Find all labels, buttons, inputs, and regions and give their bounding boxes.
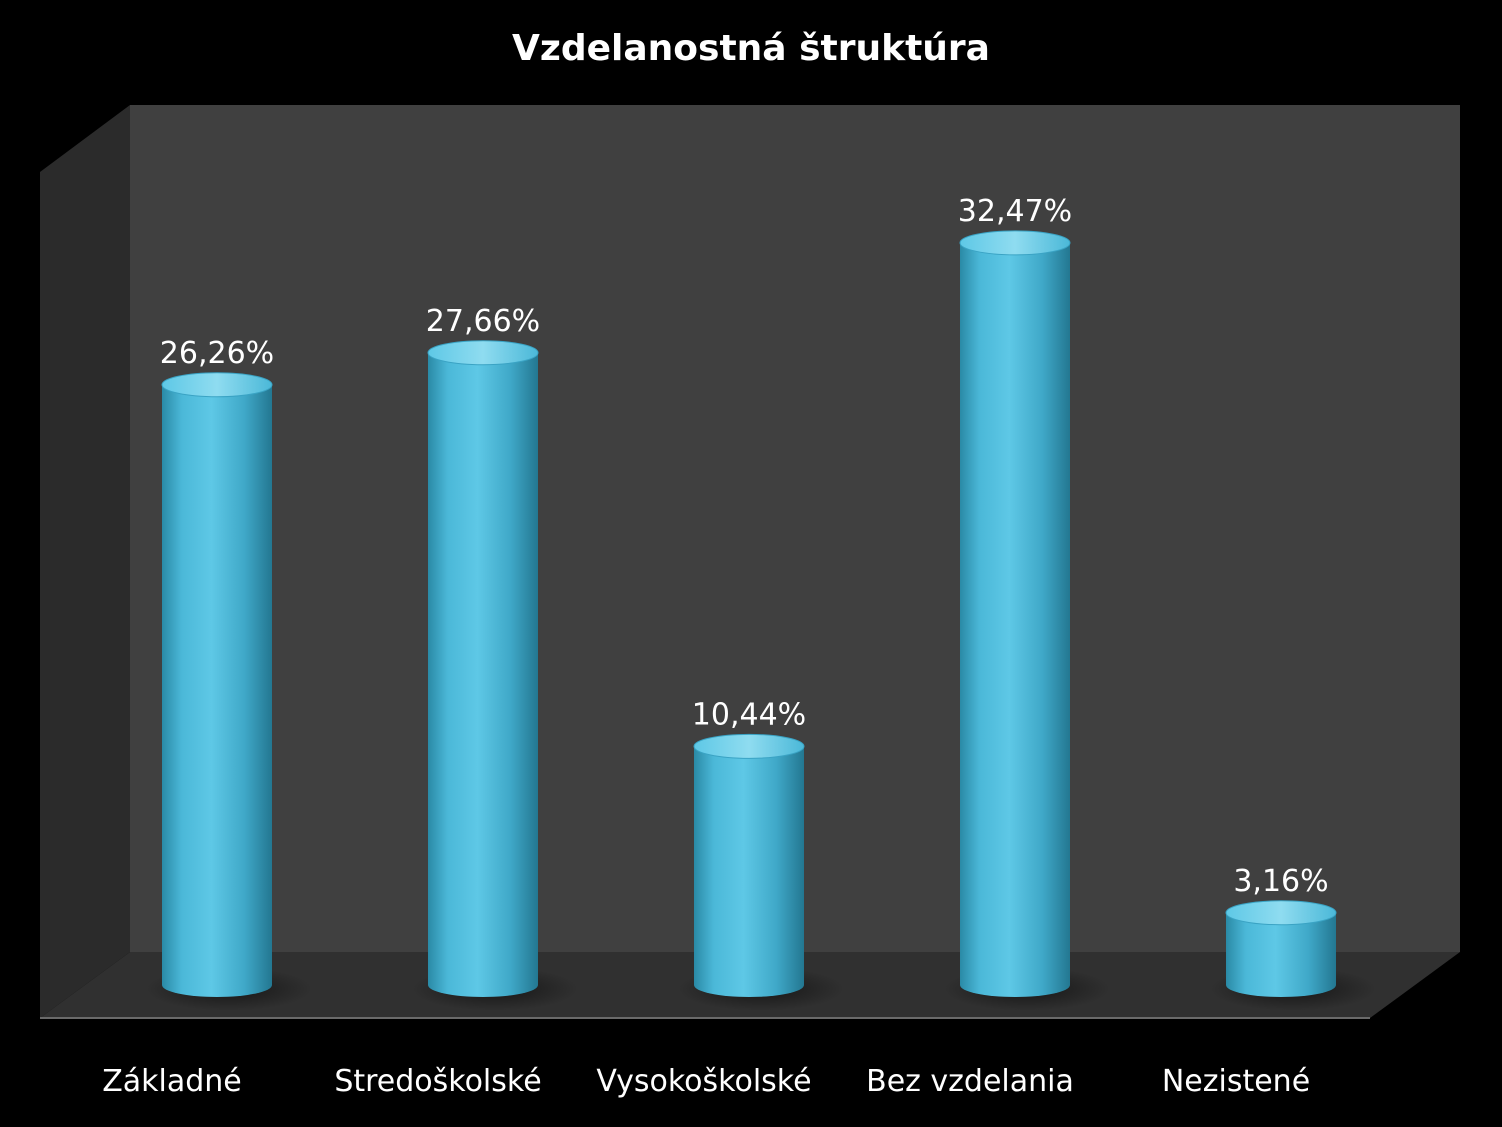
bar-cylinder-top: [693, 733, 805, 759]
value-label: 10,44%: [692, 697, 806, 732]
bar-5: [1210, 900, 1376, 1011]
bar-cylinder-top: [1225, 900, 1337, 926]
chart-side-wall: [40, 105, 130, 1018]
value-label: 27,66%: [426, 304, 540, 339]
bar-cylinder-top: [427, 340, 539, 366]
category-label: Základné: [102, 1064, 242, 1099]
category-label: Stredoškolské: [334, 1064, 541, 1099]
bar-cylinder-body: [162, 384, 272, 997]
bar-cylinder-top: [959, 230, 1071, 256]
bar-group: 26,26% 27,66% 10,44% 32,47% 3,16%: [146, 194, 1376, 1011]
value-label: 32,47%: [958, 194, 1072, 229]
value-label: 3,16%: [1233, 864, 1328, 899]
value-label: 26,26%: [160, 336, 274, 371]
category-label: Bez vzdelania: [866, 1064, 1074, 1099]
category-label: Nezistené: [1162, 1064, 1310, 1099]
bar-1: [146, 372, 312, 1011]
bar-2: [412, 340, 578, 1011]
category-label: Vysokoškolské: [596, 1064, 811, 1099]
category-labels: Základné Stredoškolské Vysokoškolské Bez vz…: [102, 1064, 1310, 1099]
bar-4: [944, 230, 1110, 1011]
bar-cylinder-body: [960, 242, 1070, 998]
bar-cylinder-body: [694, 746, 804, 997]
bar-cylinder-top: [161, 372, 273, 398]
bar-cylinder-body: [428, 352, 538, 997]
bar-cylinder-body: [1226, 912, 1336, 997]
bar-3: [678, 733, 844, 1011]
chart-title: Vzdelanostná štruktúra: [512, 28, 990, 69]
